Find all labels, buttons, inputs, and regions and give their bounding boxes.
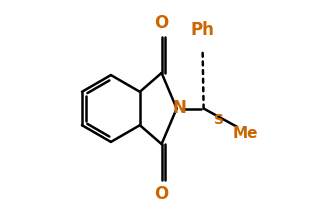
Text: N: N [173, 100, 187, 117]
Text: Ph: Ph [191, 21, 214, 39]
Text: O: O [154, 14, 169, 32]
Text: O: O [154, 185, 169, 203]
Text: Me: Me [233, 126, 258, 141]
Text: S: S [214, 113, 224, 127]
